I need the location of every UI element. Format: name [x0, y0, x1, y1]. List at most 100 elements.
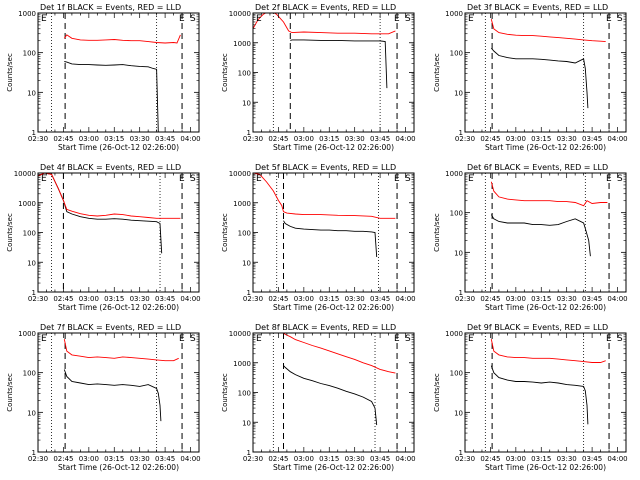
- y-tick-label: 10: [242, 99, 251, 107]
- marker-e-right: E: [179, 334, 185, 344]
- plot-title: Det 4f BLACK = Events, RED = LLD: [40, 163, 181, 172]
- marker-s-right: S: [190, 174, 196, 184]
- series-lld-line: [38, 173, 181, 219]
- x-tick-label: 03:00: [294, 135, 314, 143]
- x-tick-label: 03:45: [155, 295, 175, 303]
- y-axis-label: Counts/sec: [6, 53, 14, 92]
- x-axis-label: Start Time (26-Oct-12 02:26:00): [58, 143, 179, 152]
- marker-e-right: E: [394, 14, 400, 24]
- series-lld-line: [63, 34, 181, 44]
- x-tick-label: 03:00: [294, 455, 314, 463]
- marker-e-left: E: [256, 334, 262, 344]
- plot-title: Det 1f BLACK = Events, RED = LLD: [40, 3, 181, 12]
- x-tick-label: 02:30: [243, 295, 263, 303]
- series-events-line: [283, 365, 378, 426]
- plot-title: Det 8f BLACK = Events, RED = LLD: [255, 323, 396, 332]
- series-events-line: [63, 369, 162, 422]
- series-lld-line: [253, 173, 396, 219]
- y-axis-label: Counts/sec: [433, 53, 441, 92]
- y-tick-label: 1: [32, 129, 36, 137]
- x-tick-label: 03:15: [104, 455, 124, 463]
- plot-frame: [464, 332, 627, 453]
- series-events-line: [64, 61, 160, 132]
- x-tick-label: 02:30: [455, 455, 475, 463]
- x-tick-label: 04:00: [395, 455, 415, 463]
- plot-frame: [464, 172, 627, 293]
- y-tick-label: 1: [459, 449, 463, 457]
- x-tick-label: 02:45: [268, 135, 288, 143]
- y-tick-label: 1: [459, 289, 463, 297]
- x-tick-label: 03:00: [506, 455, 526, 463]
- y-tick-label: 10000: [14, 170, 36, 178]
- x-tick-label: 03:45: [582, 135, 602, 143]
- x-tick-label: 03:30: [557, 135, 577, 143]
- x-tick-label: 02:45: [268, 295, 288, 303]
- y-axis-label: Counts/sec: [221, 53, 229, 92]
- plot-frame: [464, 12, 627, 133]
- marker-e-right: E: [606, 14, 612, 24]
- marker-e-left: E: [41, 334, 47, 344]
- y-axis-label: Counts/sec: [221, 213, 229, 252]
- x-tick-label: 03:15: [319, 295, 339, 303]
- x-axis-label: Start Time (26-Oct-12 02:26:00): [485, 303, 606, 312]
- x-tick-label: 03:45: [582, 295, 602, 303]
- plot-panel-7: Det 7f BLACK = Events, RED = LLD 1 10 100 10…: [6, 323, 201, 472]
- x-tick-label: 02:30: [28, 455, 48, 463]
- x-tick-label: 03:00: [294, 295, 314, 303]
- series-events-line: [490, 47, 589, 109]
- x-axis-label: Start Time (26-Oct-12 02:26:00): [58, 303, 179, 312]
- y-tick-label: 100: [238, 70, 251, 78]
- y-tick-label: 10000: [229, 10, 251, 18]
- x-tick-label: 03:15: [531, 295, 551, 303]
- y-tick-label: 10000: [229, 170, 251, 178]
- x-axis-label: Start Time (26-Oct-12 02:26:00): [273, 463, 394, 472]
- marker-e-left: E: [468, 14, 474, 24]
- x-tick-label: 03:15: [531, 455, 551, 463]
- x-tick-label: 03:15: [104, 295, 124, 303]
- plot-panel-3: Det 3f BLACK = Events, RED = LLD 1 10 100 10…: [433, 3, 628, 152]
- x-axis-label: Start Time (26-Oct-12 02:26:00): [58, 463, 179, 472]
- y-tick-label: 1000: [18, 10, 36, 18]
- marker-s-right: S: [405, 174, 411, 184]
- x-tick-label: 02:30: [455, 135, 475, 143]
- x-tick-label: 03:00: [79, 135, 99, 143]
- x-tick-label: 02:30: [455, 295, 475, 303]
- x-tick-label: 02:30: [28, 135, 48, 143]
- plot-panel-6: Det 6f BLACK = Events, RED = LLD 1 10 100 10…: [433, 163, 628, 312]
- y-tick-label: 10: [242, 259, 251, 267]
- x-tick-label: 03:45: [370, 455, 390, 463]
- series-events-line: [283, 220, 378, 258]
- x-tick-label: 02:45: [53, 295, 73, 303]
- y-tick-label: 100: [450, 210, 463, 218]
- marker-s-right: S: [617, 174, 623, 184]
- x-tick-label: 03:30: [130, 455, 150, 463]
- marker-s-right: S: [190, 14, 196, 24]
- y-tick-label: 10000: [229, 330, 251, 338]
- plot-title: Det 6f BLACK = Events, RED = LLD: [467, 163, 608, 172]
- y-tick-label: 1000: [233, 360, 251, 368]
- plot-title: Det 5f BLACK = Events, RED = LLD: [255, 163, 396, 172]
- x-tick-label: 03:30: [557, 295, 577, 303]
- y-tick-label: 10: [454, 89, 463, 97]
- x-tick-label: 04:00: [180, 455, 200, 463]
- y-tick-label: 100: [238, 230, 251, 238]
- x-axis-label: Start Time (26-Oct-12 02:26:00): [273, 303, 394, 312]
- x-tick-label: 02:45: [268, 455, 288, 463]
- plot-title: Det 7f BLACK = Events, RED = LLD: [40, 323, 181, 332]
- plot-panel-5: Det 5f BLACK = Events, RED = LLD 1 10 100 10…: [221, 163, 416, 312]
- y-tick-label: 10: [27, 259, 36, 267]
- x-tick-label: 04:00: [607, 455, 627, 463]
- x-tick-label: 04:00: [395, 295, 415, 303]
- x-tick-label: 02:45: [480, 135, 500, 143]
- plot-panel-4: Det 4f BLACK = Events, RED = LLD 1 10 100 10…: [6, 163, 201, 312]
- series-events-line: [290, 39, 388, 89]
- marker-e-right: E: [606, 174, 612, 184]
- series-lld-line: [490, 181, 608, 207]
- plot-frame: [37, 332, 200, 453]
- x-tick-label: 02:30: [243, 135, 263, 143]
- y-tick-label: 1000: [18, 330, 36, 338]
- plot-panel-9: Det 9f BLACK = Events, RED = LLD 1 10 100 10…: [433, 323, 628, 472]
- plot-title: Det 2f BLACK = Events, RED = LLD: [255, 3, 396, 12]
- x-tick-label: 03:15: [319, 455, 339, 463]
- y-tick-label: 100: [23, 230, 36, 238]
